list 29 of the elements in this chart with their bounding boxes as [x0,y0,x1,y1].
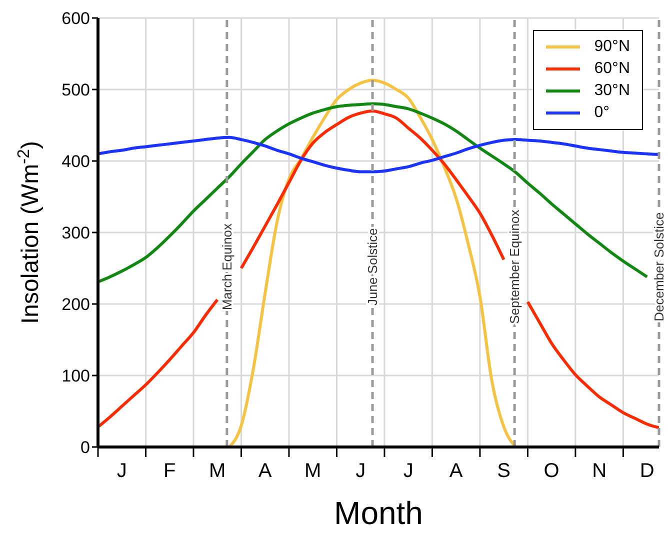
legend-label: 0° [594,104,610,122]
x-tick-label: A [449,460,464,482]
x-tick-label: F [164,460,176,482]
annotation: December Solstice [652,212,666,322]
x-tick-label: M [209,460,226,482]
x-tick-label: O [544,460,560,482]
x-tick-label: S [497,460,510,482]
y-tick-label: 500 [62,80,90,100]
x-axis-title: Month [334,495,423,531]
x-tick-label: J [356,460,366,482]
annotation: June Solstice [365,228,380,306]
annotation: September Equinox [507,209,522,324]
y-tick-label: 200 [62,295,90,314]
y-tick-label: 0 [80,438,90,458]
y-tick-label: 100 [62,366,90,386]
x-tick-label: J [116,460,127,482]
x-tick-label: J [403,460,414,482]
y-tick-label: 300 [62,224,90,243]
x-tick-label: N [592,460,607,482]
x-tick-label: A [258,460,272,482]
y-tick-label: 600 [62,9,90,28]
y-tick-label: 400 [62,152,90,172]
annotation: March Equinox [219,222,234,310]
x-tick-label: D [640,460,654,482]
x-tick-label: M [304,460,322,482]
legend-label: 60°N [594,60,630,78]
line-series [98,136,659,174]
legend-label: 90°N [594,38,630,56]
legend-label: 30°N [594,82,630,100]
